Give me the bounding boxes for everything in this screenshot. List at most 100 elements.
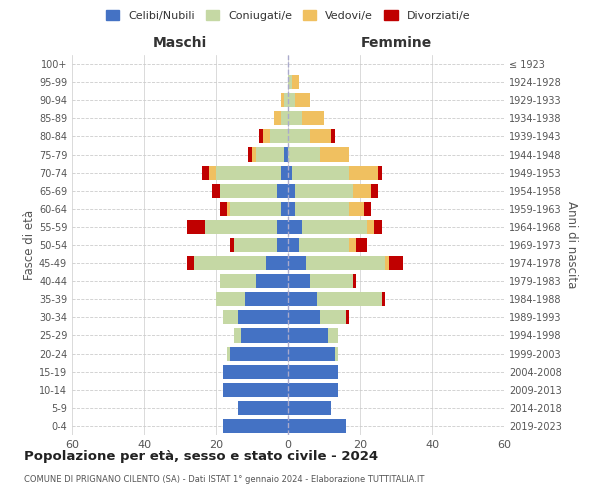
Bar xyxy=(245,292,288,306)
Bar xyxy=(378,166,382,179)
Bar xyxy=(288,419,346,433)
Bar xyxy=(252,148,256,162)
Bar xyxy=(306,256,385,270)
Bar xyxy=(288,310,320,324)
Bar xyxy=(302,112,324,126)
Bar xyxy=(220,274,256,288)
Bar xyxy=(284,93,288,108)
Bar xyxy=(295,184,353,198)
Bar xyxy=(310,130,331,143)
Bar xyxy=(263,130,270,143)
Bar xyxy=(194,256,266,270)
Bar xyxy=(256,148,284,162)
Bar xyxy=(288,202,295,216)
Bar xyxy=(223,310,238,324)
Bar xyxy=(292,166,349,179)
Bar xyxy=(227,202,230,216)
Bar xyxy=(209,166,216,179)
Bar xyxy=(331,130,335,143)
Bar xyxy=(288,274,310,288)
Bar xyxy=(364,202,371,216)
Bar xyxy=(230,238,234,252)
Bar xyxy=(238,401,288,415)
Bar xyxy=(349,238,356,252)
Bar xyxy=(230,202,281,216)
Bar xyxy=(288,112,302,126)
Bar xyxy=(317,292,382,306)
Bar xyxy=(288,292,317,306)
Bar xyxy=(346,310,349,324)
Bar xyxy=(270,130,288,143)
Bar xyxy=(353,274,356,288)
Bar xyxy=(335,346,338,360)
Bar xyxy=(281,112,288,126)
Bar xyxy=(259,130,263,143)
Bar xyxy=(356,238,367,252)
Bar xyxy=(302,220,367,234)
Bar xyxy=(223,382,288,397)
Text: COMUNE DI PRIGNANO CILENTO (SA) - Dati ISTAT 1° gennaio 2024 - Elaborazione TUTT: COMUNE DI PRIGNANO CILENTO (SA) - Dati I… xyxy=(24,475,424,484)
Bar xyxy=(234,328,241,342)
Bar xyxy=(295,202,349,216)
Bar xyxy=(274,112,281,126)
Bar xyxy=(288,93,295,108)
Bar xyxy=(288,364,338,378)
Bar xyxy=(205,220,277,234)
Bar xyxy=(310,274,353,288)
Bar xyxy=(234,238,277,252)
Bar xyxy=(223,364,288,378)
Text: Femmine: Femmine xyxy=(361,36,431,50)
Bar xyxy=(241,328,288,342)
Bar xyxy=(277,220,288,234)
Bar xyxy=(288,256,306,270)
Bar xyxy=(371,184,378,198)
Bar xyxy=(349,166,378,179)
Y-axis label: Fasce di età: Fasce di età xyxy=(23,210,36,280)
Bar xyxy=(230,346,288,360)
Bar xyxy=(288,238,299,252)
Text: Popolazione per età, sesso e stato civile - 2024: Popolazione per età, sesso e stato civil… xyxy=(24,450,378,463)
Bar xyxy=(292,75,299,89)
Bar xyxy=(223,419,288,433)
Bar xyxy=(367,220,374,234)
Bar xyxy=(284,148,288,162)
Bar xyxy=(187,220,205,234)
Y-axis label: Anni di nascita: Anni di nascita xyxy=(565,202,578,288)
Bar xyxy=(288,148,320,162)
Bar xyxy=(220,202,227,216)
Bar xyxy=(288,220,302,234)
Bar xyxy=(288,401,331,415)
Bar xyxy=(281,166,288,179)
Bar xyxy=(277,238,288,252)
Bar xyxy=(281,202,288,216)
Bar xyxy=(299,238,349,252)
Bar xyxy=(256,274,288,288)
Bar xyxy=(288,382,338,397)
Bar xyxy=(202,166,209,179)
Bar xyxy=(353,184,371,198)
Bar xyxy=(248,148,252,162)
Bar xyxy=(288,130,310,143)
Bar xyxy=(220,184,277,198)
Bar xyxy=(320,310,346,324)
Bar xyxy=(295,93,310,108)
Bar xyxy=(288,328,328,342)
Bar xyxy=(389,256,403,270)
Bar xyxy=(281,93,284,108)
Bar xyxy=(238,310,288,324)
Bar xyxy=(277,184,288,198)
Bar xyxy=(374,220,382,234)
Bar xyxy=(187,256,194,270)
Bar xyxy=(328,328,338,342)
Bar xyxy=(216,292,245,306)
Legend: Celibi/Nubili, Coniugati/e, Vedovi/e, Divorziati/e: Celibi/Nubili, Coniugati/e, Vedovi/e, Di… xyxy=(101,6,475,25)
Bar xyxy=(266,256,288,270)
Bar xyxy=(385,256,389,270)
Bar xyxy=(288,184,295,198)
Bar xyxy=(212,184,220,198)
Bar xyxy=(382,292,385,306)
Text: Maschi: Maschi xyxy=(153,36,207,50)
Bar xyxy=(227,346,230,360)
Bar xyxy=(216,166,281,179)
Bar xyxy=(288,75,292,89)
